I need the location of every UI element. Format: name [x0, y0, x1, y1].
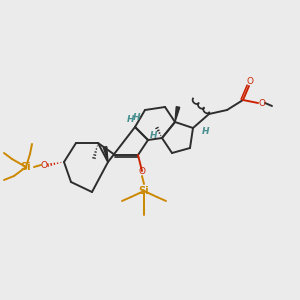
Text: Si: Si — [139, 186, 149, 196]
Polygon shape — [175, 107, 180, 122]
Polygon shape — [103, 147, 108, 162]
Text: Si: Si — [21, 162, 31, 172]
Text: O: O — [40, 160, 47, 169]
Text: H: H — [127, 115, 135, 124]
Text: O: O — [139, 167, 145, 176]
Text: H: H — [150, 131, 158, 140]
Text: O: O — [259, 98, 266, 107]
Text: H: H — [133, 112, 141, 122]
Text: H: H — [202, 127, 210, 136]
Text: O: O — [247, 76, 254, 85]
